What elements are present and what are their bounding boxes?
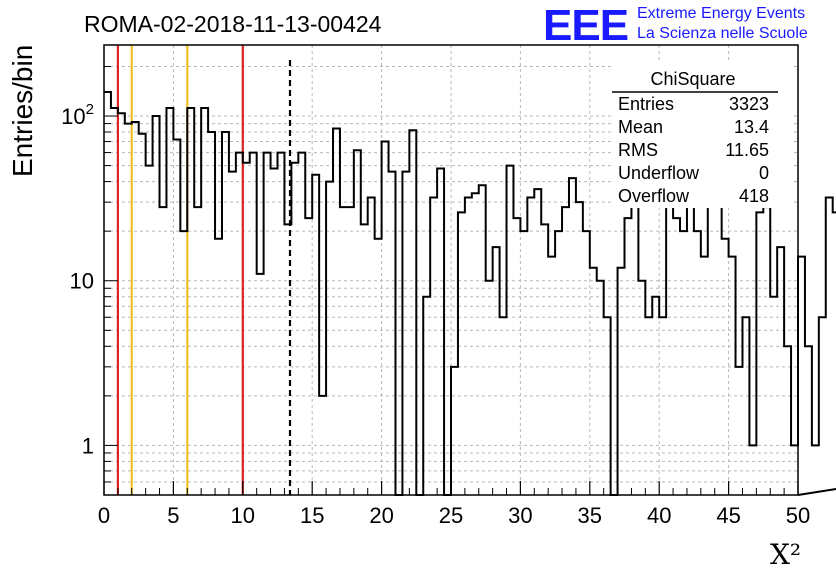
x-axis-title: X² xyxy=(770,538,801,571)
stats-row-label: RMS xyxy=(618,140,658,160)
axis-ticks xyxy=(103,65,799,496)
x-tick-label: 25 xyxy=(439,503,463,528)
x-tick-label: 50 xyxy=(786,503,810,528)
x-tick-label: 20 xyxy=(369,503,393,528)
y-tick-label: 102 xyxy=(61,101,94,129)
y-tick-label-base: 10 xyxy=(61,104,85,129)
stats-row-value: 0 xyxy=(759,163,769,183)
stats-row-label: Overflow xyxy=(618,186,690,206)
run-title: ROMA-02-2018-11-13-00424 xyxy=(84,11,382,37)
logo-line-1: Extreme Energy Events xyxy=(637,5,805,22)
eee-logo-mark: EEE xyxy=(543,1,628,50)
y-axis-title: Entries/bin xyxy=(7,45,38,177)
x-tick-label: 40 xyxy=(647,503,671,528)
x-tick-labels: 0 5 10 15 20 25 30 35 40 45 50 xyxy=(98,503,810,528)
stats-row-label: Mean xyxy=(618,117,663,137)
x-tick-label: 45 xyxy=(716,503,740,528)
histogram-outline xyxy=(104,90,836,496)
y-tick-label: 1 xyxy=(82,433,94,458)
stats-row-value: 418 xyxy=(739,186,769,206)
stats-title: ChiSquare xyxy=(650,69,735,89)
x-tick-label: 10 xyxy=(231,503,255,528)
stats-box: ChiSquare Entries 3323 Mean 13.4 RMS 11.65 Und… xyxy=(612,60,794,208)
y-tick-label-exponent: 2 xyxy=(86,101,94,118)
y-tick-label: 10 xyxy=(70,269,94,294)
x-tick-label: 35 xyxy=(578,503,602,528)
stats-row-label: Entries xyxy=(618,94,674,114)
stats-box-background xyxy=(612,60,794,208)
stats-row-label: Underflow xyxy=(618,163,700,183)
stats-row-value: 13.4 xyxy=(734,117,769,137)
x-tick-label: 5 xyxy=(167,503,179,528)
eee-logo: EEE Extreme Energy Events La Scienza nel… xyxy=(543,1,808,50)
x-tick-label: 15 xyxy=(300,503,324,528)
x-tick-label: 0 xyxy=(98,503,110,528)
logo-line-2: La Scienza nelle Scuole xyxy=(637,25,808,42)
stats-row-value: 11.65 xyxy=(725,140,769,160)
x-tick-label: 30 xyxy=(508,503,532,528)
stats-row-value: 3323 xyxy=(729,94,769,114)
